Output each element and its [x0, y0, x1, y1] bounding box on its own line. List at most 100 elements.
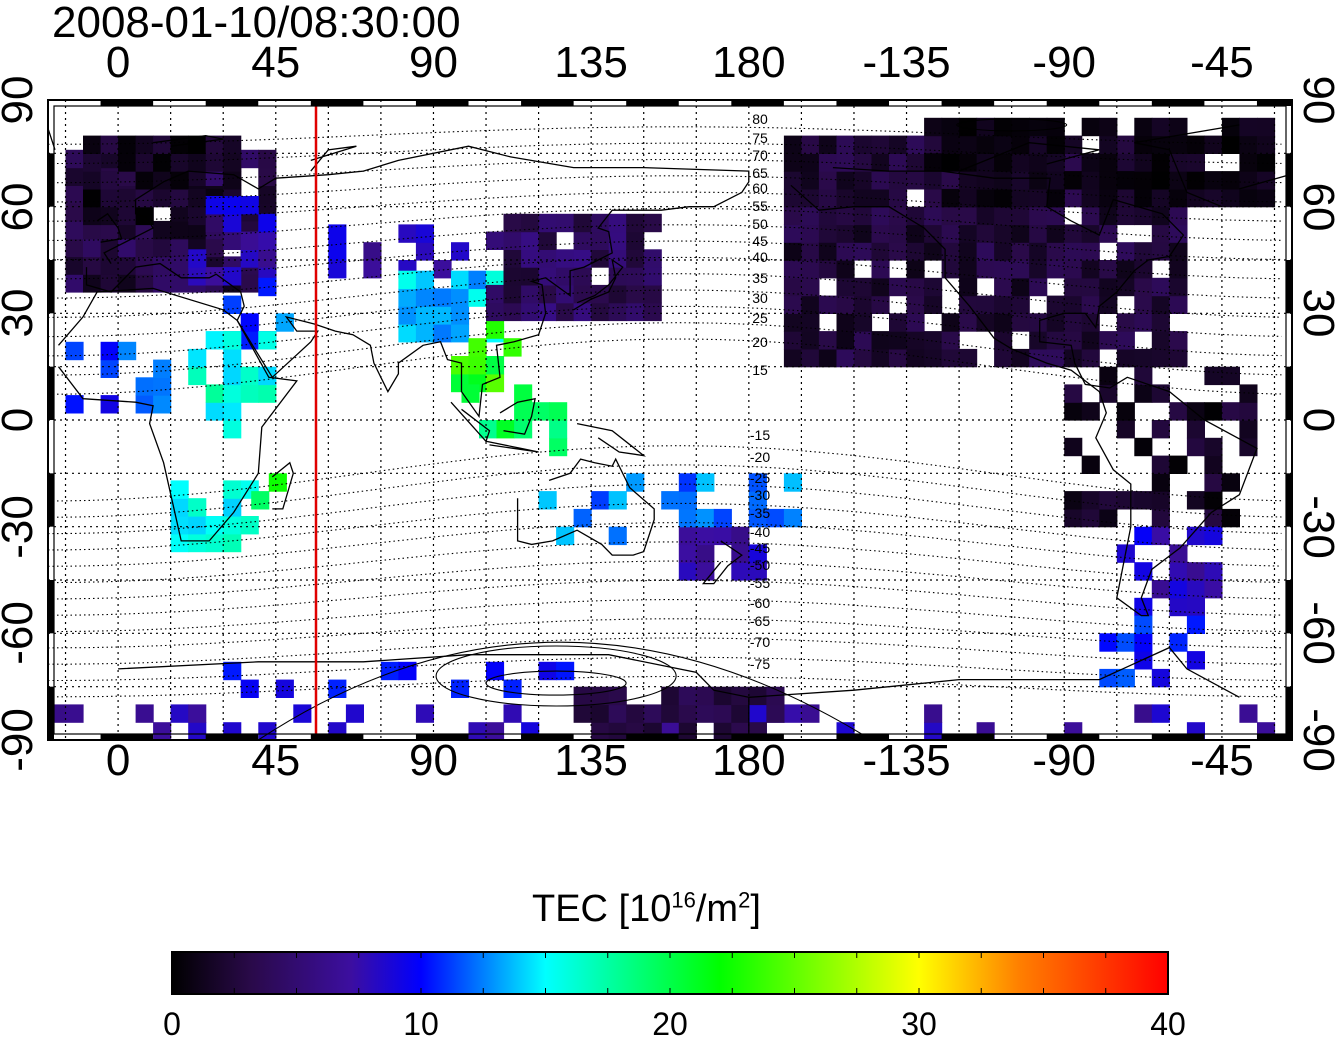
- tec-cell: [1221, 473, 1240, 492]
- lon-tick-top: 180: [712, 38, 786, 87]
- tec-cell: [170, 256, 189, 275]
- tec-cell: [135, 274, 154, 293]
- tec-cell: [1029, 242, 1048, 261]
- tec-cell: [223, 135, 242, 154]
- tec-cell: [538, 302, 557, 322]
- tec-cell: [1186, 188, 1205, 208]
- frame-bar: [1286, 260, 1292, 314]
- tec-cell: [818, 188, 837, 208]
- tec-cell: [678, 491, 697, 510]
- tec-cell: [100, 220, 119, 240]
- tec-cell: [661, 686, 680, 706]
- tec-cell: [223, 402, 242, 421]
- tec-cell: [748, 704, 767, 723]
- tec-cell: [1064, 384, 1083, 403]
- lon-tick-top: -135: [862, 38, 951, 87]
- tec-cell: [240, 149, 259, 169]
- tec-cell: [976, 224, 995, 243]
- tec-cell: [924, 331, 943, 350]
- tec-cell: [748, 544, 767, 563]
- tec-cell: [556, 249, 575, 268]
- tec-cell: [258, 331, 277, 350]
- tec-cell: [83, 171, 102, 190]
- tec-cell: [503, 267, 522, 286]
- figure-title: 2008-01-10/08:30:00: [52, 0, 461, 47]
- lon-tick-top: 135: [554, 38, 628, 87]
- tec-cell: [205, 533, 224, 553]
- tec-cell: [818, 224, 837, 243]
- tec-cell: [1116, 153, 1135, 172]
- frame-bar: [1286, 153, 1292, 207]
- tec-cell: [1099, 117, 1118, 137]
- tec-cell: [1046, 224, 1065, 243]
- tec-cell: [871, 153, 890, 172]
- tec-cell: [461, 384, 480, 403]
- tec-cell: [626, 231, 645, 250]
- tec-cell: [1151, 331, 1170, 350]
- tec-cell: [1081, 206, 1100, 226]
- tec-cell: [1151, 384, 1170, 403]
- tec-cell: [1099, 206, 1118, 226]
- tec-cell: [1169, 242, 1188, 261]
- tec-cell: [1099, 277, 1118, 297]
- tec-data-cells: [48, 117, 1276, 740]
- tec-cell: [959, 135, 978, 154]
- tec-cell: [65, 185, 84, 204]
- tec-cell: [1029, 224, 1048, 243]
- tec-cell: [1081, 171, 1100, 190]
- tec-cell: [818, 295, 837, 314]
- tec-cell: [188, 366, 207, 386]
- tec-cell: [1169, 224, 1188, 243]
- magnetic-contour: [48, 158, 1282, 184]
- tec-cell: [1186, 562, 1205, 581]
- tec-cell: [1169, 188, 1188, 208]
- tec-cell: [1169, 277, 1188, 297]
- tec-cell: [924, 224, 943, 243]
- tec-cell: [415, 324, 434, 343]
- tec-cell: [854, 188, 873, 208]
- tec-cell: [783, 313, 802, 332]
- contour-label: -75: [750, 656, 770, 672]
- tec-cell: [1134, 277, 1153, 297]
- tec-cell: [854, 331, 873, 350]
- tec-cell: [1116, 242, 1135, 261]
- tec-cell: [251, 491, 270, 510]
- tec-cell: [1134, 153, 1153, 172]
- tec-cell: [1204, 526, 1223, 546]
- tec-cell: [223, 171, 242, 190]
- tec-cell: [521, 284, 540, 304]
- tec-cell: [1046, 188, 1065, 208]
- tec-cell: [994, 277, 1013, 297]
- coastline: [499, 397, 536, 435]
- tec-cell: [415, 270, 434, 290]
- tec-cell: [188, 220, 207, 240]
- frame-bar: [48, 473, 54, 527]
- tec-cell: [941, 260, 960, 279]
- tec-cell: [626, 249, 645, 268]
- tec-cell: [1081, 242, 1100, 261]
- tec-cell: [363, 242, 382, 261]
- tec-cell: [170, 274, 189, 293]
- tec-cell: [994, 331, 1013, 350]
- tec-cell: [205, 267, 224, 286]
- tec-cell: [1134, 117, 1153, 137]
- contour-label: -15: [750, 427, 770, 443]
- tec-cell: [626, 284, 645, 304]
- tec-cell: [713, 686, 732, 706]
- tec-cell: [258, 149, 277, 169]
- tec-cell: [223, 267, 242, 286]
- tec-cell: [1204, 366, 1223, 386]
- frame-bar: [1256, 734, 1292, 740]
- tec-cell: [889, 153, 908, 172]
- tec-cell: [83, 188, 102, 208]
- tec-cell: [100, 149, 119, 169]
- tec-cell: [118, 341, 137, 361]
- tec-cell: [1011, 295, 1030, 314]
- tec-cell: [1081, 508, 1100, 528]
- lat-tick-left: 90: [0, 75, 42, 125]
- tec-cell: [924, 722, 943, 740]
- contour-label: 15: [752, 362, 768, 378]
- tec-cell: [1239, 384, 1258, 403]
- tec-cell: [941, 206, 960, 226]
